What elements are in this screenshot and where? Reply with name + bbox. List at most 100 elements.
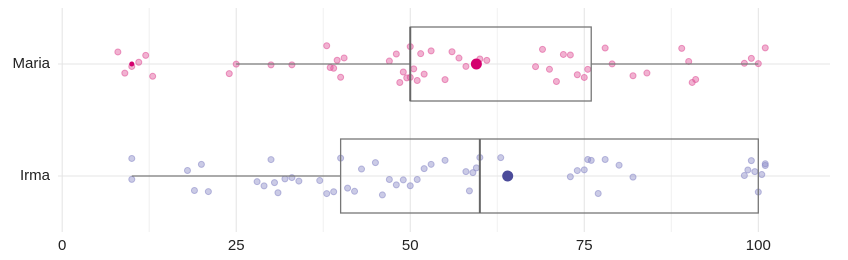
jitter-point — [483, 56, 491, 64]
jitter-point — [584, 65, 592, 73]
jitter-point — [761, 160, 769, 168]
jitter-point — [566, 173, 574, 181]
jitter-point — [392, 50, 400, 58]
jitter-point — [539, 45, 547, 53]
jitter-point — [594, 189, 602, 197]
jitter-point — [267, 61, 275, 69]
jitter-point — [615, 161, 623, 169]
jitter-point — [629, 72, 637, 80]
jitter-point — [462, 168, 470, 176]
jitter-point — [399, 176, 407, 184]
jitter-point — [469, 169, 477, 177]
jitter-point — [413, 175, 421, 183]
x-tick-label: 100 — [746, 237, 771, 254]
jitter-point — [128, 175, 136, 183]
jitter-point — [643, 69, 651, 77]
jitter-point — [323, 190, 331, 198]
jitter-point — [552, 78, 560, 86]
jitter-point — [441, 76, 449, 84]
jitter-point — [340, 54, 348, 62]
jitter-point — [587, 156, 595, 164]
mean — [470, 58, 482, 70]
jitter-point — [410, 65, 418, 73]
jitter-point — [385, 176, 393, 184]
jitter-point — [351, 187, 359, 195]
jitter-point — [385, 57, 393, 65]
jitter-point — [545, 65, 553, 73]
jitter-point — [532, 63, 540, 71]
jitter-point — [747, 54, 755, 62]
jitter-point — [183, 166, 191, 174]
jitter-point — [225, 70, 233, 78]
jitter-point — [472, 164, 480, 172]
jitter-point — [427, 160, 435, 168]
jitter-point — [316, 177, 324, 185]
jitter-point — [455, 54, 463, 62]
jitter-point — [573, 71, 581, 79]
jitter-point — [288, 61, 296, 69]
box — [339, 138, 759, 214]
jitter-point — [462, 62, 470, 70]
category-label: Irma — [20, 167, 51, 184]
jitter-point — [629, 173, 637, 181]
jitter-point — [295, 177, 303, 185]
jitter-point — [427, 47, 435, 55]
jitter-point — [190, 186, 198, 194]
jitter-point — [420, 70, 428, 78]
jitter-point — [396, 79, 404, 87]
jitter-point — [758, 171, 766, 179]
jitter-point — [330, 64, 338, 72]
jitter-point — [692, 75, 700, 83]
jitter-point — [371, 159, 379, 167]
x-tick-label: 75 — [576, 237, 593, 254]
jitter-point — [406, 182, 414, 190]
jitter-point — [744, 166, 752, 174]
jitter-point — [270, 179, 278, 187]
jitter-point — [344, 184, 352, 192]
jitter-point — [204, 188, 212, 196]
jitter-point — [580, 166, 588, 174]
jitter-point — [678, 44, 686, 52]
jitter-point — [420, 165, 428, 173]
jitter-point — [747, 157, 755, 165]
jitter-point — [740, 171, 748, 179]
jitter-point — [142, 51, 150, 59]
jitter-point — [197, 160, 205, 168]
jitter-point — [559, 50, 567, 58]
jitter-point — [448, 48, 456, 56]
jitter-point — [580, 73, 588, 81]
jitter-point — [392, 181, 400, 189]
jitter-point — [149, 72, 157, 80]
jitter-point — [399, 68, 407, 76]
jitter-point — [274, 189, 282, 197]
jitter-point — [281, 175, 289, 183]
x-tick-label: 0 — [58, 237, 66, 254]
jitter-point — [260, 182, 268, 190]
jitter-point — [323, 42, 331, 50]
category-label: Maria — [12, 55, 50, 72]
jitter-point — [740, 59, 748, 67]
jitter-point — [135, 58, 143, 66]
jitter-point — [330, 188, 338, 196]
jitter-point — [465, 187, 473, 195]
jitter-point — [497, 154, 505, 162]
jitter-point — [378, 191, 386, 199]
jitter-point — [601, 44, 609, 52]
jitter-point — [358, 165, 366, 173]
jitter-point — [573, 167, 581, 175]
jitter-point — [413, 76, 421, 84]
jitter-point — [267, 156, 275, 164]
jitter-point — [441, 156, 449, 164]
jitter-point — [253, 178, 261, 186]
x-tick-label: 50 — [402, 237, 419, 254]
jitter-point — [114, 48, 122, 56]
jitter-point — [566, 51, 574, 59]
x-tick-label: 25 — [228, 237, 245, 254]
jitter-point — [761, 44, 769, 52]
jitter-point — [333, 56, 341, 64]
jitter-point — [417, 50, 425, 58]
jitter-point — [601, 155, 609, 163]
outlier — [129, 61, 135, 67]
jitter-point — [128, 154, 136, 162]
